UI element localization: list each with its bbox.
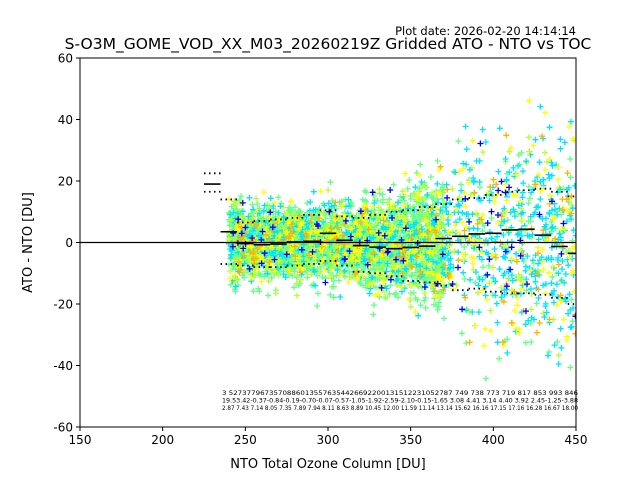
y-tick-label: 40 [58,113,73,127]
x-tick-label: 250 [234,433,257,447]
y-tick-label: 0 [65,236,73,250]
x-axis: 150 200 250 300 350 400 450 [69,427,588,447]
bin-stats-row: 3 52737796735708860135576354426692200131… [222,390,578,397]
scatter-series-0 [229,140,576,320]
x-axis-label: NTO Total Ozone Column [DU] [230,457,426,472]
y-tick-label: 20 [58,175,73,189]
x-tick-label: 350 [399,433,422,447]
x-tick-label: 200 [151,433,174,447]
y-axis: 60 40 20 0 -20 -40 -60 [53,52,80,435]
x-tick-label: 450 [565,433,588,447]
y-tick-label: 60 [58,52,73,66]
y-tick-label: -60 [53,421,73,435]
x-tick-label: 300 [317,433,340,447]
bin-count-annotations: 3 52737796735708860135576354426692200131… [222,390,578,412]
bin-stats-row: 19.53.42-0.37-0.84-0.19-0.70-0.07-0.57-1… [222,398,578,405]
y-axis-label: ATO - NTO [DU] [21,192,36,293]
y-tick-label: -40 [53,359,73,373]
y-tick-label: -20 [53,298,73,312]
bin-statistics-layer [204,172,576,305]
x-tick-label: 150 [69,433,92,447]
chart-title: S-O3M_GOME_VOD_XX_M03_20260219Z Gridded … [65,35,592,54]
plot-date: Plot date: 2026-02-20 14:14:14 [395,24,576,38]
x-tick-label: 400 [482,433,505,447]
bin-stats-row: 2.87 7.43 7.14 8.05 7.35 7.89 7.94 8.11 … [222,405,578,412]
